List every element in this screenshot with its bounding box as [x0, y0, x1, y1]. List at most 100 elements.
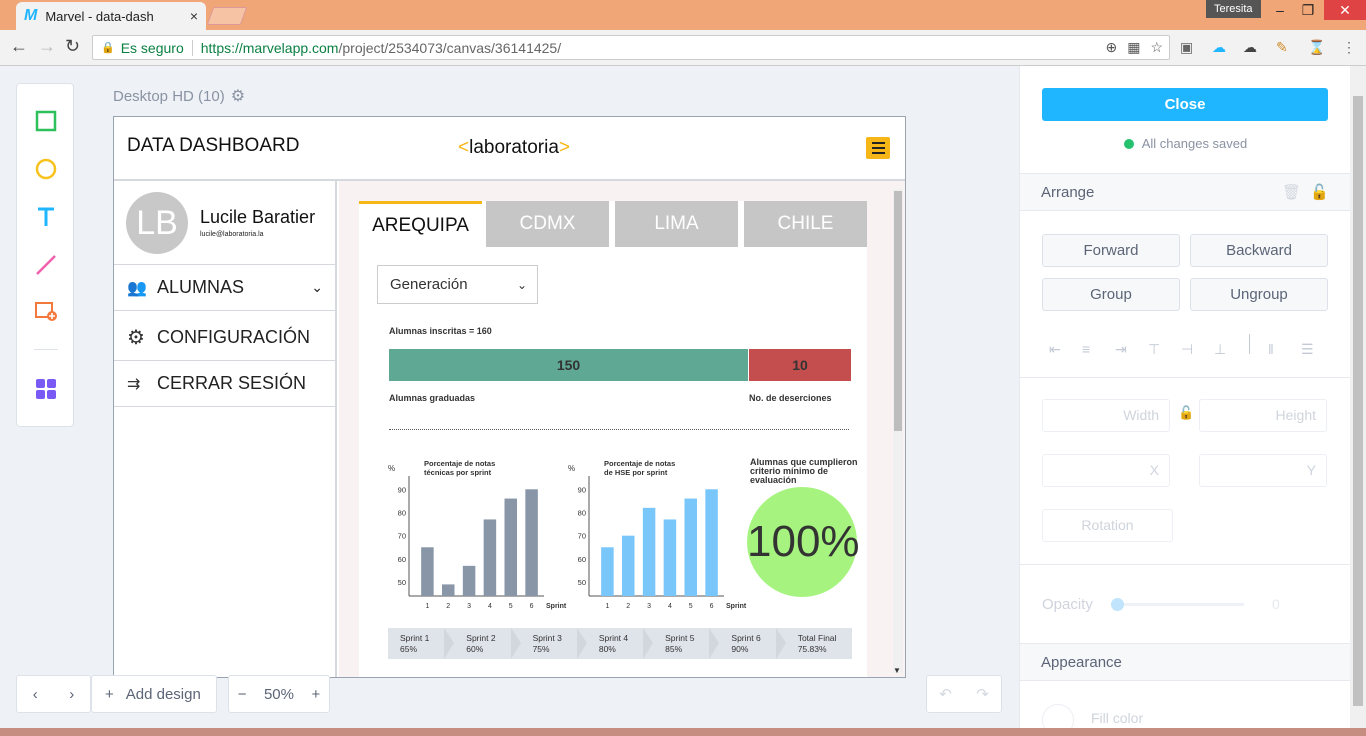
bar	[421, 547, 434, 596]
distribute-horizontal-icon[interactable]: ‖	[1268, 341, 1274, 357]
maximize-icon[interactable]: ❐	[1301, 2, 1315, 18]
bar	[525, 489, 538, 596]
tab-title: Marvel - data-dash	[45, 8, 154, 24]
aspect-lock-icon[interactable]: 🔓	[1178, 405, 1195, 420]
scroll-down-arrow-icon[interactable]: ▼	[893, 666, 901, 675]
lock-icon: 🔒	[101, 42, 115, 54]
bar	[442, 584, 455, 596]
dashboard-title: DATA DASHBOARD	[127, 135, 300, 156]
ruler-extension-icon[interactable]: ⌛	[1308, 39, 1326, 55]
x-tick-label: 3	[647, 603, 651, 610]
x-tick-label: 6	[530, 603, 534, 610]
x-tick-label: 4	[488, 603, 492, 610]
bar	[663, 519, 677, 596]
menu-item-alumnas[interactable]: 👥 ALUMNAS ⌄	[114, 265, 337, 311]
users-icon: 👥	[127, 279, 147, 297]
opacity-slider-track[interactable]	[1114, 603, 1244, 606]
line-tool-icon[interactable]	[34, 253, 58, 277]
x-tick-label: 2	[626, 603, 630, 610]
menu-item-cerrar-sesion[interactable]: ⇉ CERRAR SESIÓN	[114, 361, 337, 407]
panel-scrollbar-thumb[interactable]	[1353, 96, 1363, 706]
eyedropper-extension-icon[interactable]: ✎	[1276, 39, 1288, 55]
cloud-extension-icon[interactable]: ☁	[1212, 39, 1226, 55]
frame-scrollbar-thumb[interactable]	[894, 191, 902, 431]
criteria-label: Alumnas que cumplieron criterio mínimo d…	[750, 458, 867, 485]
height-input[interactable]: Height	[1199, 399, 1327, 432]
ellipse-tool-icon[interactable]	[34, 157, 58, 181]
align-divider	[1249, 334, 1250, 354]
design-frame[interactable]: DATA DASHBOARD <laboratoria> LB Lucile B…	[113, 116, 906, 678]
new-tab-button[interactable]	[206, 7, 248, 25]
saved-status-dot-icon	[1123, 139, 1134, 149]
tab-lima[interactable]: LIMA	[615, 201, 738, 247]
menu-item-configuracion[interactable]: ⚙ CONFIGURACIÓN	[114, 315, 337, 361]
tab-cdmx[interactable]: CDMX	[486, 201, 609, 247]
minimize-icon[interactable]: –	[1276, 2, 1284, 18]
align-left-icon[interactable]: ⇤	[1049, 341, 1061, 357]
align-right-icon[interactable]: ⇥	[1115, 341, 1127, 357]
zoom-out-icon[interactable]: −	[237, 685, 247, 703]
close-button[interactable]: Close	[1042, 88, 1328, 121]
save-status: All changes saved	[1020, 136, 1351, 151]
grid-apps-icon[interactable]	[34, 377, 58, 401]
translate-icon[interactable]: ▦	[1127, 39, 1141, 55]
cloud-dark-extension-icon[interactable]: ☁	[1243, 39, 1257, 55]
rectangle-tool-icon[interactable]	[34, 109, 58, 133]
width-input[interactable]: Width	[1042, 399, 1170, 432]
avatar: LB	[126, 192, 188, 254]
zoom-value: 50%	[263, 685, 294, 703]
forward-icon[interactable]: →	[38, 36, 56, 56]
y-tick-label: 50	[578, 578, 586, 587]
previous-screen-icon[interactable]: ‹	[32, 685, 38, 703]
sprint-name: Total Final	[797, 633, 837, 643]
bar	[705, 489, 718, 596]
panel-scrollbar[interactable]	[1350, 66, 1366, 736]
window-close-icon[interactable]: ✕	[1324, 0, 1366, 20]
unlock-icon[interactable]: 🔓	[1310, 184, 1329, 201]
group-button[interactable]: Group	[1042, 278, 1180, 311]
rotation-input[interactable]: Rotation	[1042, 509, 1173, 542]
y-tick-label: 90	[398, 485, 406, 494]
align-bottom-icon[interactable]: ⊥	[1214, 341, 1227, 357]
backward-button[interactable]: Backward	[1190, 234, 1328, 267]
brand-name: laboratoria	[469, 137, 559, 158]
align-center-icon[interactable]: ≡	[1082, 341, 1091, 357]
next-screen-icon[interactable]: ›	[69, 685, 75, 703]
sprint-value: 60%	[466, 644, 484, 654]
ungroup-button[interactable]: Ungroup	[1190, 278, 1328, 311]
tab-chile[interactable]: CHILE	[744, 201, 867, 247]
back-icon[interactable]: ←	[10, 36, 28, 56]
reload-icon[interactable]: ↻	[65, 36, 81, 56]
sprint-name: Sprint 4	[598, 633, 629, 643]
frame-scrollbar[interactable]	[893, 189, 903, 673]
redo-icon[interactable]: ↷	[976, 686, 989, 703]
frame-label[interactable]: Desktop HD (10) ⚙	[113, 86, 245, 106]
align-top-icon[interactable]: ⊤	[1148, 341, 1161, 357]
url-field[interactable]: 🔒 Es seguro https://marvelapp.com /proje…	[92, 35, 1170, 60]
browser-tab[interactable]: M Marvel - data-dash ×	[16, 2, 206, 30]
add-design-button[interactable]: + Add design	[91, 675, 217, 713]
opacity-slider-handle[interactable]	[1111, 598, 1124, 611]
tab-arequipa[interactable]: AREQUIPA	[359, 201, 482, 247]
y-input[interactable]: Y	[1199, 454, 1327, 487]
hamburger-menu-icon[interactable]	[866, 137, 890, 159]
frame-settings-gear-icon[interactable]: ⚙	[230, 88, 246, 105]
extension-icon-1[interactable]: ▣	[1180, 39, 1194, 55]
zoom-icon[interactable]: ⊕	[1105, 39, 1118, 55]
undo-icon[interactable]: ↶	[939, 686, 952, 703]
forward-button[interactable]: Forward	[1042, 234, 1180, 267]
distribute-vertical-icon[interactable]: ☰	[1301, 341, 1314, 357]
generation-select[interactable]: Generación ⌄	[377, 265, 538, 304]
zoom-in-icon[interactable]: +	[311, 685, 321, 703]
trash-icon[interactable]: 🗑	[1282, 184, 1302, 201]
browser-menu-icon[interactable]: ⋮	[1342, 39, 1356, 55]
sprint-value: 85%	[665, 644, 683, 654]
text-tool-icon[interactable]	[34, 205, 58, 229]
align-middle-icon[interactable]: ⊣	[1181, 341, 1194, 357]
tab-close-icon[interactable]: ×	[189, 8, 198, 24]
sprint-name: Sprint 6	[731, 633, 761, 643]
bookmark-star-icon[interactable]: ☆	[1150, 39, 1163, 55]
x-input[interactable]: X	[1042, 454, 1170, 487]
appearance-section-header: Appearance	[1020, 643, 1351, 681]
image-tool-icon[interactable]	[34, 299, 58, 323]
